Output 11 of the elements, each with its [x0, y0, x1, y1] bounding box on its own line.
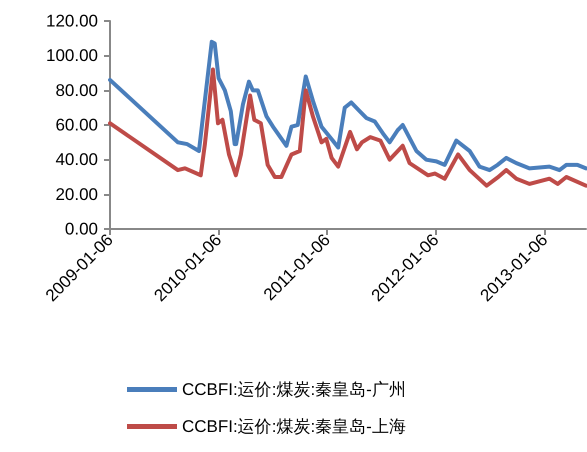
y-tick-label: 40.00: [55, 150, 98, 170]
legend-label: CCBFI:运价:煤炭:秦皇岛-上海: [182, 417, 406, 436]
legend-label: CCBFI:运价:煤炭:秦皇岛-广州: [182, 380, 406, 399]
y-tick-label: 120.00: [46, 12, 98, 30]
y-tick-label: 0.00: [64, 220, 98, 238]
y-tick-label: 60.00: [55, 116, 98, 134]
y-tick-label: 20.00: [55, 184, 98, 204]
line-series: [108, 68, 587, 188]
y-tick-label: 80.00: [55, 80, 98, 100]
line-series: [108, 40, 587, 172]
y-tick-label: 100.00: [46, 46, 98, 66]
